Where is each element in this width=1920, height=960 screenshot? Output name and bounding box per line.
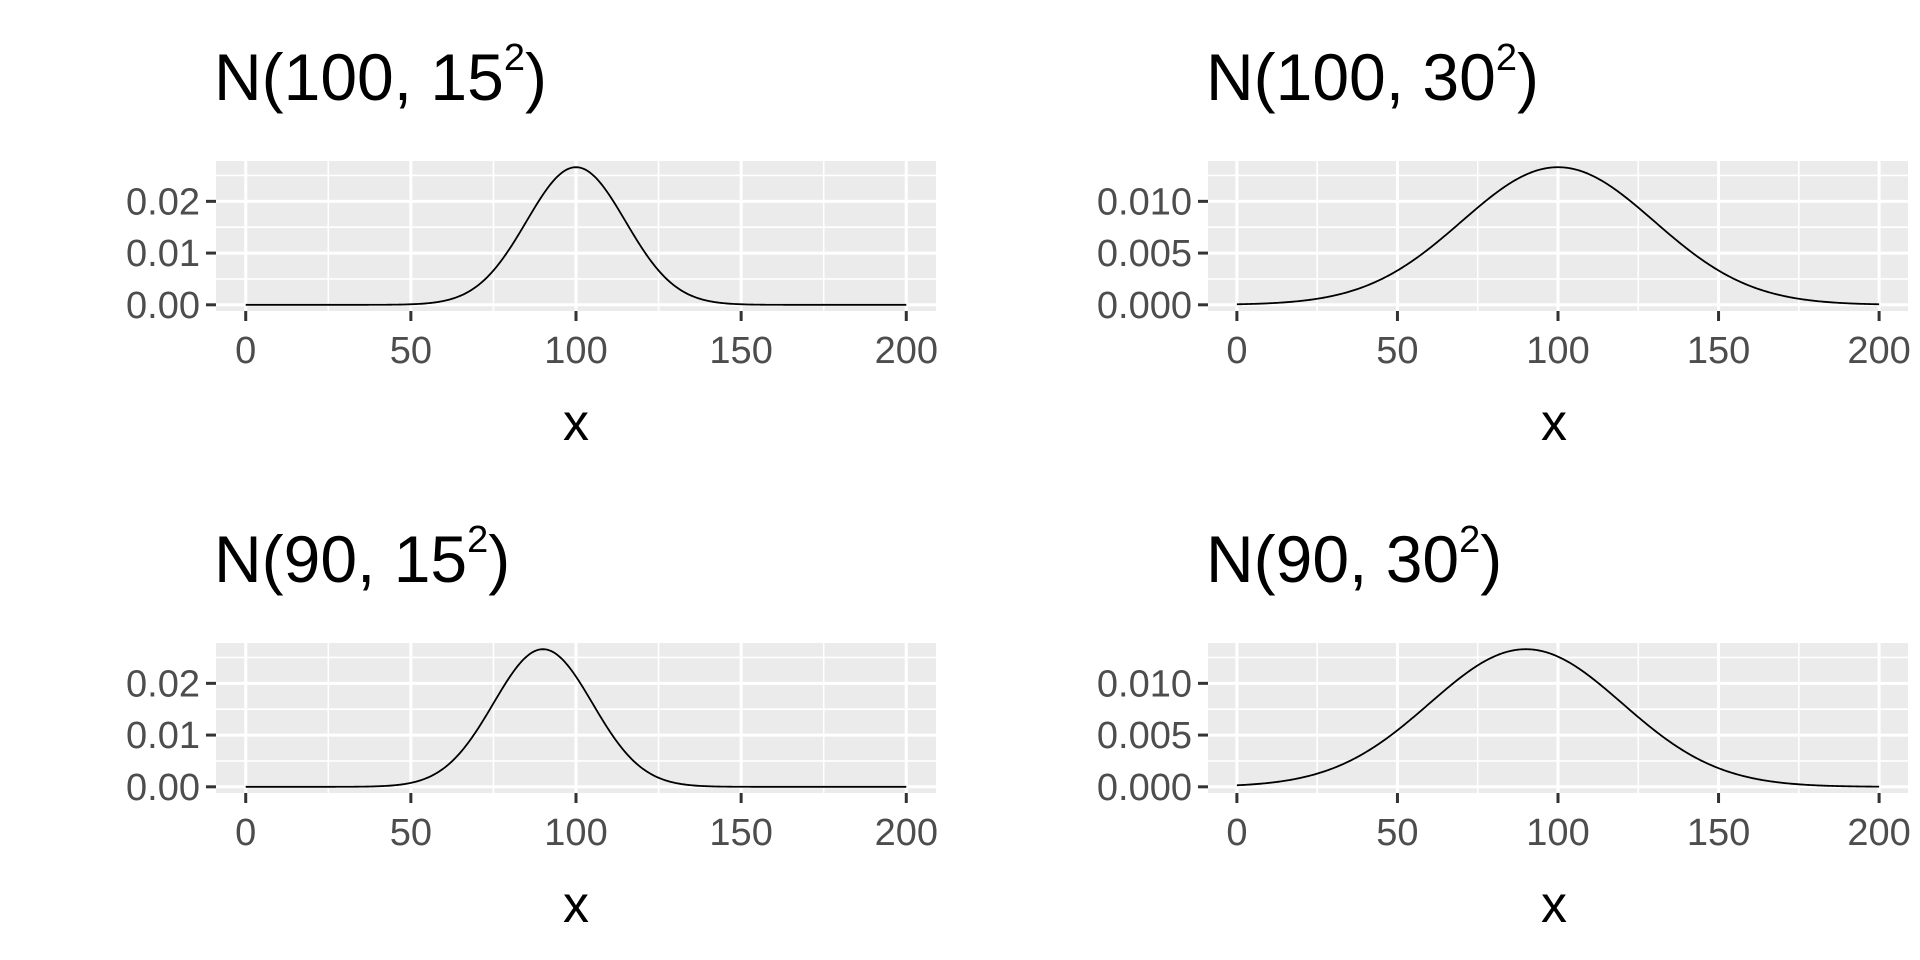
y-tick-label: 0.000 xyxy=(1097,285,1192,327)
y-tick-label: 0.010 xyxy=(1097,181,1192,223)
density-curve-group xyxy=(245,648,907,788)
x-tick-label: 100 xyxy=(1526,330,1589,372)
y-tick-label: 0.010 xyxy=(1097,663,1192,705)
x-axis: 0 50 100 150 200 xyxy=(1226,311,1911,372)
density-curve-line xyxy=(245,166,907,306)
panel-title: N(100, 152) xyxy=(214,37,547,114)
x-axis: 0 50 100 150 200 xyxy=(1226,793,1911,854)
y-tick-label: 0.00 xyxy=(126,767,200,809)
y-tick-label: 0.01 xyxy=(126,233,200,275)
x-tick-label: 200 xyxy=(1847,812,1910,854)
x-tick-label: 50 xyxy=(390,330,432,372)
density-curve-group xyxy=(1236,166,1880,306)
y-axis: 0.00 0.01 0.02 xyxy=(126,181,216,327)
title-superscript: 2 xyxy=(467,519,488,561)
x-tick-label: 0 xyxy=(1226,330,1247,372)
x-tick-label: 50 xyxy=(1376,330,1418,372)
title-close: ) xyxy=(1480,522,1502,596)
x-tick-label: 100 xyxy=(544,812,607,854)
title-superscript: 2 xyxy=(504,37,525,79)
y-axis: 0.000 0.005 0.010 xyxy=(1097,181,1208,327)
title-close: ) xyxy=(525,40,547,114)
x-tick-label: 50 xyxy=(390,812,432,854)
x-tick-label: 0 xyxy=(235,330,256,372)
x-tick-label: 100 xyxy=(1526,812,1589,854)
x-tick-label: 0 xyxy=(1226,812,1247,854)
title-superscript: 2 xyxy=(1496,37,1517,79)
x-tick-label: 50 xyxy=(1376,812,1418,854)
x-axis-title: x xyxy=(1541,876,1567,934)
y-tick-label: 0.02 xyxy=(126,663,200,705)
x-tick-label: 150 xyxy=(709,812,772,854)
x-axis-title: x xyxy=(1541,394,1567,452)
x-tick-label: 200 xyxy=(875,330,938,372)
panel-title: N(90, 152) xyxy=(214,519,510,596)
density-curve-group xyxy=(1236,648,1880,788)
x-tick-label: 200 xyxy=(1847,330,1910,372)
x-axis: 0 50 100 150 200 xyxy=(235,793,938,854)
x-axis: 0 50 100 150 200 xyxy=(235,311,938,372)
grid-lines xyxy=(1208,161,1908,311)
x-tick-label: 200 xyxy=(875,812,938,854)
y-tick-label: 0.02 xyxy=(126,181,200,223)
title-main: N(90, 30 xyxy=(1206,522,1459,596)
title-close: ) xyxy=(488,522,510,596)
density-curve-line xyxy=(245,648,907,788)
y-tick-label: 0.005 xyxy=(1097,715,1192,757)
density-curve-group xyxy=(245,166,907,306)
panel-title: N(90, 302) xyxy=(1206,519,1502,596)
grid-lines xyxy=(216,161,936,311)
panel-1: N(100, 152) 0.00 0.01 0.02 0 50 100 150 … xyxy=(126,37,938,452)
density-curve-line xyxy=(1236,166,1880,306)
density-curve-line xyxy=(1236,648,1880,788)
panel-4: N(90, 302) 0.000 0.005 0.010 0 50 100 15… xyxy=(1097,519,1911,934)
title-superscript: 2 xyxy=(1459,519,1480,561)
title-main: N(100, 30 xyxy=(1206,40,1496,114)
y-tick-label: 0.01 xyxy=(126,715,200,757)
y-axis: 0.00 0.01 0.02 xyxy=(126,663,216,809)
x-tick-label: 150 xyxy=(1687,330,1750,372)
title-main: N(100, 15 xyxy=(214,40,504,114)
x-tick-label: 150 xyxy=(1687,812,1750,854)
x-tick-label: 0 xyxy=(235,812,256,854)
x-axis-title: x xyxy=(563,394,589,452)
title-main: N(90, 15 xyxy=(214,522,467,596)
x-tick-label: 150 xyxy=(709,330,772,372)
x-axis-title: x xyxy=(563,876,589,934)
y-tick-label: 0.00 xyxy=(126,285,200,327)
panel-title: N(100, 302) xyxy=(1206,37,1539,114)
panel-2: N(100, 302) 0.000 0.005 0.010 0 50 100 1… xyxy=(1097,37,1911,452)
x-tick-label: 100 xyxy=(544,330,607,372)
panel-3: N(90, 152) 0.00 0.01 0.02 0 50 100 150 2… xyxy=(126,519,938,934)
y-tick-label: 0.000 xyxy=(1097,767,1192,809)
y-tick-label: 0.005 xyxy=(1097,233,1192,275)
y-axis: 0.000 0.005 0.010 xyxy=(1097,663,1208,809)
title-close: ) xyxy=(1517,40,1539,114)
